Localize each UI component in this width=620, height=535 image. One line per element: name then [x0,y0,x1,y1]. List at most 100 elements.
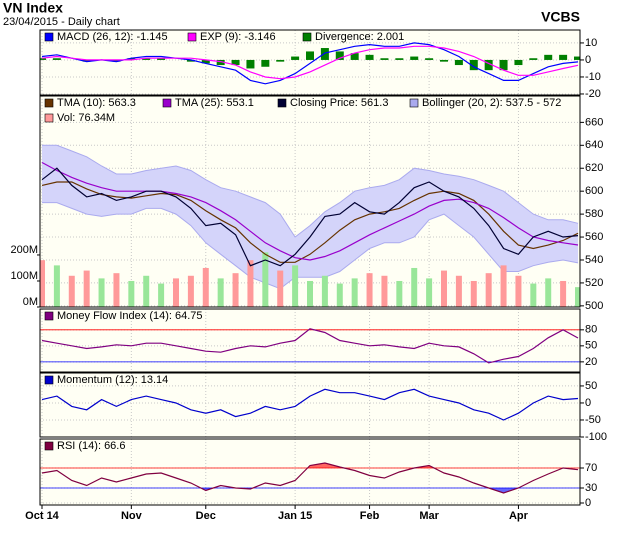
y-tick-label: 80 [585,324,597,336]
divergence-bar [52,58,61,60]
divergence-bar [544,54,553,60]
y-tick-label: 560 [585,231,603,243]
y-tick-label: 600 [585,185,603,197]
y-tick-label: -100 [585,431,607,443]
legend-swatch [187,32,197,42]
volume-bar [366,273,373,307]
divergence-bar [559,54,568,60]
volume-bar [470,280,477,307]
legend-label: Momentum (12): 13.14 [57,374,168,386]
legend-label: TMA (10): 563.3 [57,97,136,109]
volume-bar [575,287,580,307]
divergence-bar [231,59,240,66]
y-tick-label: -10 [585,71,601,83]
divergence-bar [514,59,523,66]
volume-bar [455,275,462,307]
x-tick-label: Mar [419,510,439,522]
divergence-bar [574,56,580,60]
y-tick-label: 660 [585,116,603,128]
y-tick-label: 0 [585,397,591,409]
legend-swatch [302,32,312,42]
divergence-bar [395,58,404,60]
series-line [41,388,579,421]
divergence-bar [127,58,136,60]
y-tick-label: 70 [585,462,597,474]
volume-bar [485,273,492,307]
divergence-bar [40,58,46,60]
volume-bar [40,260,45,307]
volume-bar [247,260,254,307]
y-tick-label: 0 [585,54,591,66]
x-tick-label: Oct 14 [25,510,60,522]
y-tick-label: 580 [585,208,603,220]
volume-bar [68,275,75,307]
y-tick-label: 0 [585,497,591,509]
divergence-bar [276,59,285,62]
divergence-bar [306,51,314,60]
volume-bar [187,275,194,307]
divergence-bar [529,58,538,60]
legend-swatch [44,441,54,451]
panel-border [39,372,581,438]
chart-title: VN Index [3,0,63,16]
divergence-bar [440,59,448,62]
plot [40,439,580,505]
plot [40,309,580,372]
divergence-bar [380,58,389,60]
series-line [41,161,579,261]
volume-bar [173,278,179,307]
volume-bar [262,252,269,307]
divergence-bar [335,51,344,60]
bollinger-lower [42,202,579,290]
divergence-bar [82,59,91,62]
y2-tick-label: 200M [10,244,38,256]
volume-bar [143,275,150,307]
legend-swatch [44,98,54,108]
y-tick-label: 50 [585,340,597,352]
volume-bar [232,273,239,307]
panel-background [40,439,580,505]
plot [40,30,580,95]
divergence-bar [261,59,270,67]
volume-bar [277,270,284,307]
volume-bar [292,265,299,307]
divergence-bar [216,59,225,66]
y-tick-label: -20 [585,88,601,100]
series-line [41,462,579,494]
volume-bar [500,265,507,307]
x-tick-label: Dec [196,510,216,522]
volume-bar [83,270,90,307]
y-tick-label: 10 [585,37,597,49]
divergence-bar [499,59,508,71]
volume-bar [426,278,433,307]
panel-border [39,438,581,506]
volume-bar [545,278,552,307]
y-tick-label: 620 [585,162,603,174]
series-line [41,45,579,80]
legend-label: Money Flow Index (14): 64.75 [57,310,203,322]
y-tick-label: 20 [585,356,597,368]
chart-subtitle: 23/04/2015 - Daily chart [3,16,120,28]
legend-swatch [44,32,54,42]
divergence-bar [410,56,419,60]
y-tick-label: 540 [585,254,603,266]
divergence-bar [201,59,210,64]
volume-bar [515,275,522,307]
divergence-bar [246,59,255,69]
legend-swatch [162,98,172,108]
divergence-bar [469,59,478,71]
x-tick-label: Jan 15 [278,510,312,522]
volume-bar [560,280,567,307]
legend-label: EXP (9): -3.146 [200,31,276,43]
x-tick-label: Feb [360,510,380,522]
legend-swatch [44,375,54,385]
series-line [41,167,579,267]
volume-bar [128,280,135,307]
y-tick-label: -50 [585,414,601,426]
volume-bar [336,283,343,307]
x-tick-label: Apr [509,510,529,522]
legend-label: MACD (26, 12): -1.145 [57,31,168,43]
y-tick-label: 500 [585,300,603,312]
volume-bar [217,278,224,307]
